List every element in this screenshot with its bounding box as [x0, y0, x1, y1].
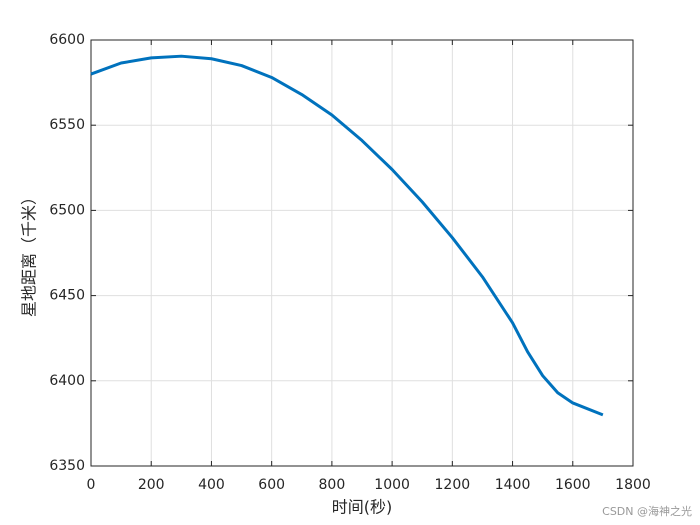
plot-frame [90, 39, 634, 467]
x-tick-label: 1000 [374, 477, 410, 493]
y-tick-label: 6500 [49, 202, 85, 218]
x-tick-label: 1800 [615, 477, 651, 493]
y-tick-label: 6350 [49, 458, 85, 474]
x-tick-label: 1600 [555, 477, 591, 493]
x-tick-label: 400 [198, 477, 225, 493]
y-axis-label: 星地距离（千米） [20, 189, 39, 317]
x-tick-label: 200 [138, 477, 165, 493]
y-tick-label: 6600 [49, 32, 85, 48]
watermark: CSDN @海神之光 [602, 504, 692, 518]
x-tick-label: 600 [258, 477, 285, 493]
x-axis-label: 时间(秒) [332, 498, 393, 517]
x-tick-label: 1200 [435, 477, 471, 493]
y-tick-label: 6450 [49, 288, 85, 304]
data-line [90, 54, 604, 417]
y-tick-label: 6550 [49, 117, 85, 133]
y-tick-label: 6400 [49, 373, 85, 389]
x-tick-label: 1400 [495, 477, 531, 493]
x-tick-label: 0 [87, 477, 96, 493]
x-tick-label: 800 [319, 477, 346, 493]
